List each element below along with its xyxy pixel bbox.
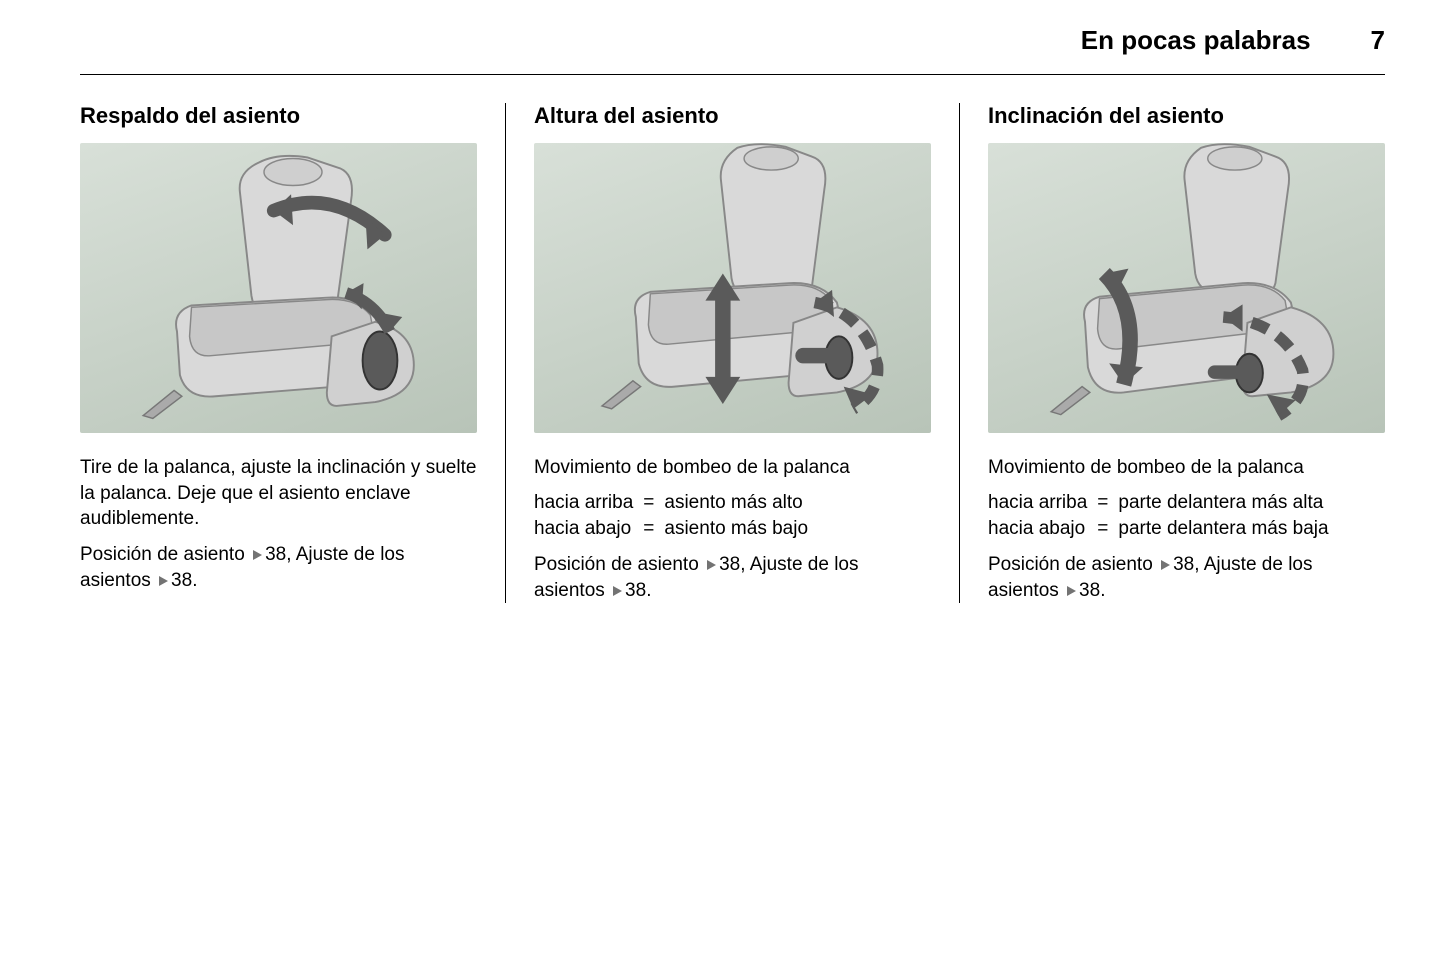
def-left: hacia arriba — [534, 491, 633, 516]
arrow-icon — [704, 554, 719, 575]
column-seat-tilt: Inclinación del asiento — [959, 103, 1385, 603]
figure-seat-height — [534, 143, 931, 433]
def-right: parte delantera más baja — [1118, 517, 1385, 542]
def-left: hacia abajo — [534, 517, 633, 542]
seat-illustration-icon — [80, 143, 477, 433]
seat-illustration-icon — [534, 143, 931, 433]
ref-num: 38 — [1173, 554, 1194, 575]
ref-num: 38 — [265, 544, 286, 565]
ref-num: 38 — [625, 580, 646, 601]
ref-num: 38 — [171, 570, 192, 591]
page-references: Posición de asiento 38, Ajuste de los as… — [80, 542, 477, 593]
column-seatback: Respaldo del asiento — [80, 103, 505, 603]
figure-seat-tilt — [988, 143, 1385, 433]
page-header: En pocas palabras 7 — [80, 25, 1385, 75]
ref-text: Posición de asiento — [988, 554, 1158, 575]
ref-text: Posición de asiento — [534, 554, 704, 575]
ref-text: . — [192, 570, 197, 591]
intro-text: Movimiento de bombeo de la palanca — [534, 455, 931, 481]
page-references: Posición de asiento 38, Ajuste de los as… — [988, 552, 1385, 603]
def-right: parte delantera más alta — [1118, 491, 1385, 516]
seat-illustration-icon — [988, 143, 1385, 433]
ref-num: 38 — [719, 554, 740, 575]
def-equals: = — [643, 517, 654, 542]
figure-seatback — [80, 143, 477, 433]
arrow-icon — [610, 580, 625, 601]
def-left: hacia abajo — [988, 517, 1087, 542]
ref-num: 38 — [1079, 580, 1100, 601]
content-columns: Respaldo del asiento — [80, 103, 1385, 603]
section-title: Inclinación del asiento — [988, 103, 1385, 129]
arrow-icon — [1158, 554, 1173, 575]
page-references: Posición de asiento 38, Ajuste de los as… — [534, 552, 931, 603]
page-number: 7 — [1371, 25, 1385, 56]
def-equals: = — [1097, 491, 1108, 516]
arrow-icon — [156, 570, 171, 591]
def-equals: = — [1097, 517, 1108, 542]
ref-text: . — [646, 580, 651, 601]
column-seat-height: Altura del asiento — [505, 103, 959, 603]
def-right: asiento más alto — [664, 491, 931, 516]
arrow-icon — [1064, 580, 1079, 601]
def-left: hacia arriba — [988, 491, 1087, 516]
ref-text: . — [1100, 580, 1105, 601]
arrow-icon — [250, 544, 265, 565]
section-title: Altura del asiento — [534, 103, 931, 129]
chapter-title: En pocas palabras — [1081, 25, 1311, 56]
definition-table: hacia arriba = parte delantera más alta … — [988, 491, 1385, 542]
ref-text: Posición de asiento — [80, 544, 250, 565]
definition-table: hacia arriba = asiento más alto hacia ab… — [534, 491, 931, 542]
def-equals: = — [643, 491, 654, 516]
body-paragraph: Tire de la palanca, ajuste la inclinació… — [80, 455, 477, 532]
def-right: asiento más bajo — [664, 517, 931, 542]
intro-text: Movimiento de bombeo de la palanca — [988, 455, 1385, 481]
section-title: Respaldo del asiento — [80, 103, 477, 129]
